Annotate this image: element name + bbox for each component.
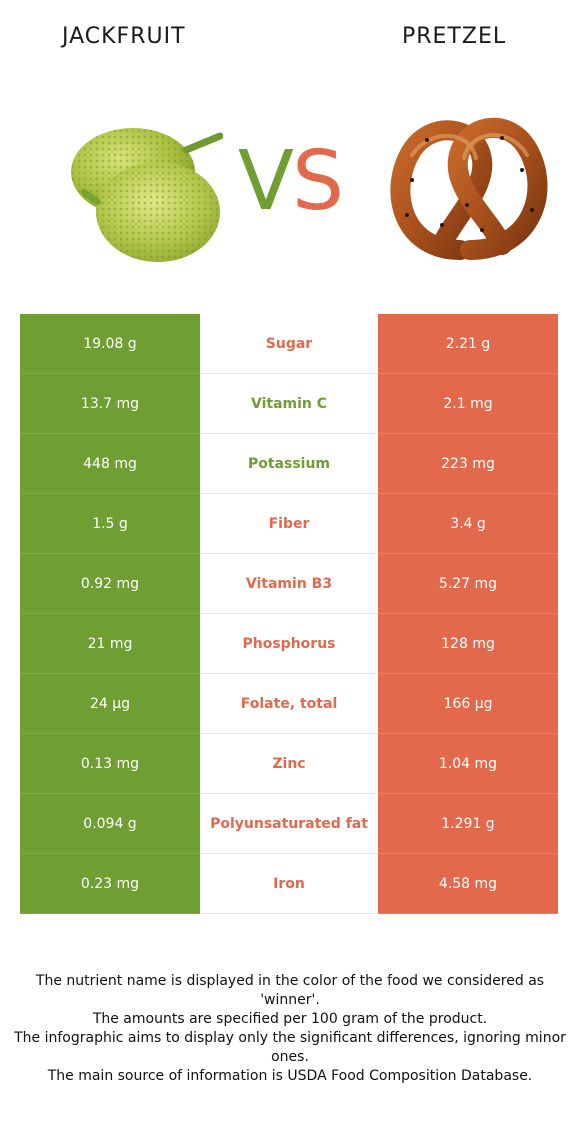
table-row: 21 mg Phosphorus 128 mg xyxy=(20,614,558,674)
header: JACKFRUIT PRETZEL xyxy=(0,0,580,300)
nutrient-table: 19.08 g Sugar 2.21 g 13.7 mg Vitamin C 2.1 mg… xyxy=(20,314,558,914)
right-value: 2.21 g xyxy=(378,314,558,374)
footer-notes: The nutrient name is displayed in the co… xyxy=(10,972,570,1086)
jackfruit-image xyxy=(58,110,224,270)
right-value: 166 µg xyxy=(378,674,558,734)
right-value: 223 mg xyxy=(378,434,558,494)
table-row: 19.08 g Sugar 2.21 g xyxy=(20,314,558,374)
left-value: 0.094 g xyxy=(20,794,200,854)
footer-line: The infographic aims to display only the… xyxy=(14,1030,566,1065)
right-value: 128 mg xyxy=(378,614,558,674)
nutrient-name: Vitamin B3 xyxy=(200,554,378,613)
pretzel-image xyxy=(382,110,548,270)
left-value: 24 µg xyxy=(20,674,200,734)
table-row: 0.13 mg Zinc 1.04 mg xyxy=(20,734,558,794)
table-row: 24 µg Folate, total 166 µg xyxy=(20,674,558,734)
left-value: 0.92 mg xyxy=(20,554,200,614)
table-row: 1.5 g Fiber 3.4 g xyxy=(20,494,558,554)
footer-line: The amounts are specified per 100 gram o… xyxy=(92,1011,488,1027)
right-value: 4.58 mg xyxy=(378,854,558,914)
left-value: 0.23 mg xyxy=(20,854,200,914)
right-value: 5.27 mg xyxy=(378,554,558,614)
nutrient-name: Fiber xyxy=(200,494,378,553)
right-value: 2.1 mg xyxy=(378,374,558,434)
footer-line: The main source of information is USDA F… xyxy=(47,1068,533,1084)
table-row: 13.7 mg Vitamin C 2.1 mg xyxy=(20,374,558,434)
nutrient-name: Zinc xyxy=(200,734,378,793)
left-value: 1.5 g xyxy=(20,494,200,554)
left-food-title: JACKFRUIT xyxy=(62,24,186,49)
left-value: 0.13 mg xyxy=(20,734,200,794)
footer-line: The nutrient name is displayed in the co… xyxy=(35,973,545,1008)
left-value: 19.08 g xyxy=(20,314,200,374)
left-value: 13.7 mg xyxy=(20,374,200,434)
vs-letter-s: S xyxy=(292,134,344,229)
right-value: 3.4 g xyxy=(378,494,558,554)
left-value: 21 mg xyxy=(20,614,200,674)
nutrient-name: Folate, total xyxy=(200,674,378,733)
vs-label: VS xyxy=(225,132,355,232)
nutrient-name: Potassium xyxy=(200,434,378,493)
right-value: 1.291 g xyxy=(378,794,558,854)
left-value: 448 mg xyxy=(20,434,200,494)
nutrient-name: Phosphorus xyxy=(200,614,378,673)
vs-letter-v: V xyxy=(237,134,294,229)
right-food-title: PRETZEL xyxy=(402,24,507,49)
right-value: 1.04 mg xyxy=(378,734,558,794)
table-row: 0.92 mg Vitamin B3 5.27 mg xyxy=(20,554,558,614)
nutrient-name: Polyunsaturated fat xyxy=(200,794,378,853)
table-row: 0.094 g Polyunsaturated fat 1.291 g xyxy=(20,794,558,854)
table-row: 448 mg Potassium 223 mg xyxy=(20,434,558,494)
nutrient-name: Sugar xyxy=(200,314,378,373)
nutrient-name: Iron xyxy=(200,854,378,913)
nutrient-name: Vitamin C xyxy=(200,374,378,433)
table-row: 0.23 mg Iron 4.58 mg xyxy=(20,854,558,914)
